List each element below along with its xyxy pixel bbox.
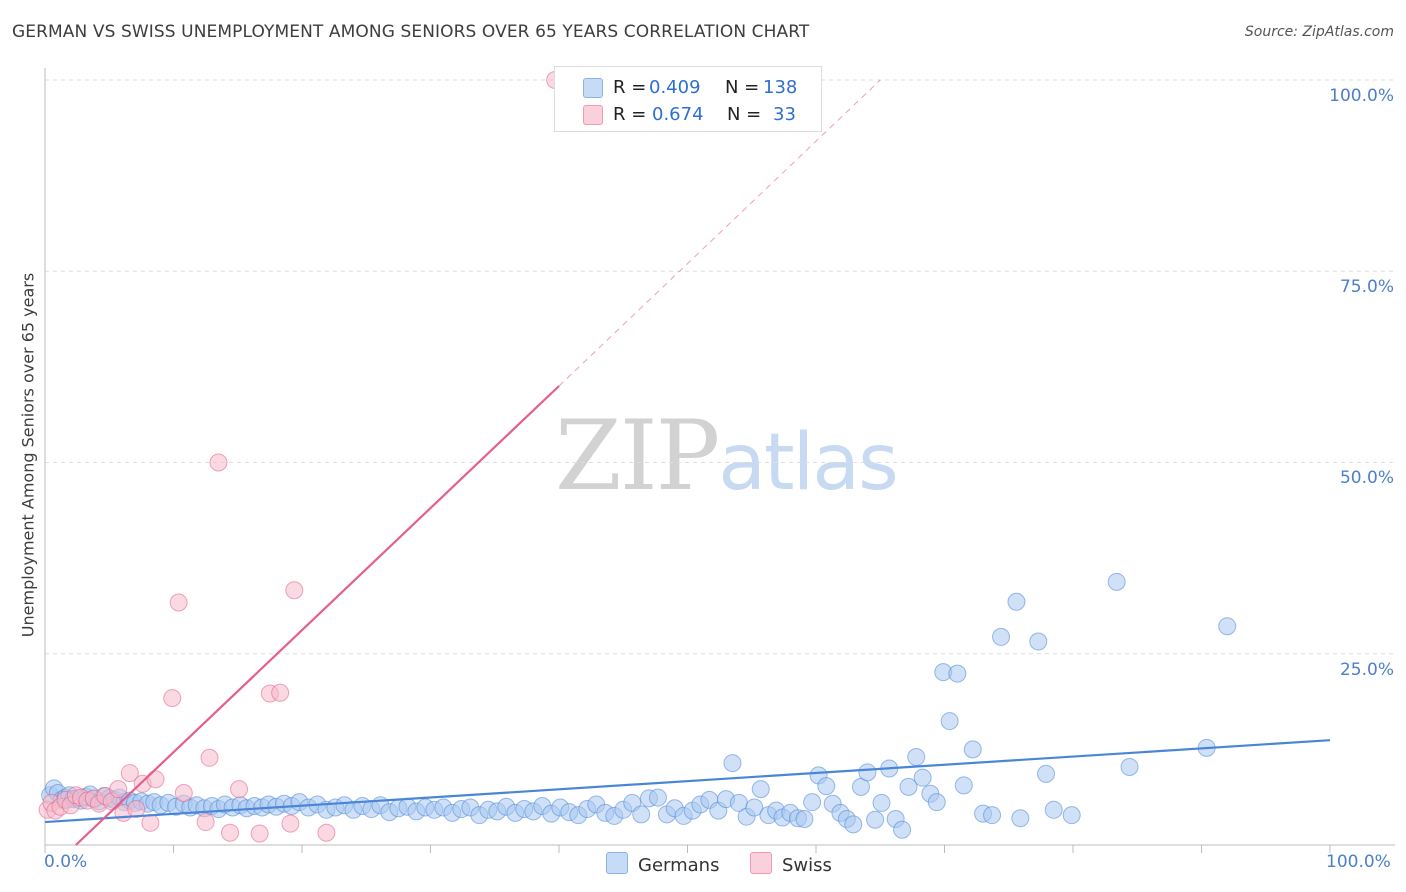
swiss-point-15 bbox=[120, 764, 139, 783]
germans-point-125 bbox=[963, 740, 982, 759]
germans-point-95 bbox=[751, 780, 770, 799]
germans-point-132 bbox=[1037, 764, 1056, 783]
source-label: Source: ZipAtlas.com bbox=[1244, 24, 1394, 40]
swiss-point-24 bbox=[200, 748, 219, 767]
swiss-point-26 bbox=[221, 823, 240, 842]
swiss-point-19 bbox=[146, 770, 165, 789]
germans-point-94 bbox=[745, 798, 764, 817]
germans-point-116 bbox=[899, 777, 918, 796]
germans-point-135 bbox=[1107, 572, 1126, 591]
swiss-point-33 bbox=[317, 823, 336, 842]
germans-point-110 bbox=[858, 763, 877, 782]
legend-label-germans: Germans bbox=[638, 855, 720, 876]
y-tick-label-25: 25.0% bbox=[1339, 660, 1394, 680]
stats-box: R = 0.409 N = 138 R = 0.674 N = 33 bbox=[554, 66, 822, 132]
germans-point-124 bbox=[954, 776, 973, 795]
germans-point-123 bbox=[948, 664, 967, 683]
n-label: N = bbox=[727, 104, 762, 125]
stats-row-germans: R = 0.409 N = 138 bbox=[555, 75, 821, 103]
germans-point-112 bbox=[872, 793, 891, 812]
legend-item-germans[interactable]: Germans bbox=[606, 852, 719, 876]
y-tick-label-50: 50.0% bbox=[1339, 468, 1394, 488]
swiss-point-18 bbox=[141, 813, 160, 832]
germans-swatch bbox=[583, 78, 603, 98]
r-label: R = bbox=[613, 104, 647, 125]
x-tick-label-100: 100.0% bbox=[1326, 852, 1391, 872]
germans-point-133 bbox=[1044, 800, 1063, 819]
swiss-swatch bbox=[583, 105, 603, 125]
germans-point-134 bbox=[1062, 806, 1081, 825]
stats-row-swiss: R = 0.674 N = 33 bbox=[555, 102, 821, 130]
y-tick-label-75: 75.0% bbox=[1339, 277, 1394, 297]
germans-point-82 bbox=[648, 788, 667, 807]
y-axis-label: Unemployment Among Seniors over 65 years bbox=[18, 272, 38, 638]
swiss-point-22 bbox=[174, 783, 193, 802]
germans-point-127 bbox=[983, 806, 1002, 825]
swiss-point-20 bbox=[163, 689, 182, 708]
germans-point-131 bbox=[1029, 632, 1048, 651]
swiss-trend-extension bbox=[558, 79, 881, 387]
swiss-trend-line bbox=[75, 385, 560, 846]
swiss-point-27 bbox=[230, 780, 249, 799]
germans-point-102 bbox=[803, 793, 822, 812]
x-tick-label-0: 0.0% bbox=[44, 852, 88, 872]
n-value: 138 bbox=[763, 77, 798, 98]
swiss-point-30 bbox=[271, 683, 290, 702]
legend-swatch-germans bbox=[606, 852, 628, 874]
swiss-point-31 bbox=[281, 814, 300, 833]
legend-item-swiss[interactable]: Swiss bbox=[750, 852, 832, 876]
germans-point-115 bbox=[893, 820, 912, 839]
germans-point-128 bbox=[992, 627, 1011, 646]
swiss-point-23 bbox=[196, 813, 215, 832]
n-label: N = bbox=[725, 77, 760, 98]
germans-point-138 bbox=[1218, 617, 1237, 636]
germans-point-120 bbox=[927, 793, 946, 812]
germans-point-91 bbox=[723, 754, 742, 773]
germans-point-118 bbox=[913, 768, 932, 787]
legend-label-swiss: Swiss bbox=[782, 855, 832, 876]
swiss-point-32 bbox=[285, 581, 304, 600]
r-label: R = bbox=[613, 77, 647, 98]
y-tick-label-100: 100.0% bbox=[1329, 86, 1394, 106]
swiss-point-13 bbox=[109, 780, 128, 799]
legend-swatch-swiss bbox=[750, 852, 772, 874]
germans-point-80 bbox=[632, 805, 651, 824]
chart-title: GERMAN VS SWISS UNEMPLOYMENT AMONG SENIO… bbox=[12, 22, 810, 42]
germans-point-136 bbox=[1120, 757, 1139, 776]
germans-trend-line bbox=[44, 739, 1331, 824]
germans-point-104 bbox=[817, 777, 836, 796]
germans-point-129 bbox=[1007, 592, 1026, 611]
watermark: ZIPatlas bbox=[555, 400, 899, 512]
swiss-point-21 bbox=[169, 593, 188, 612]
germans-point-111 bbox=[866, 810, 885, 829]
germans-point-122 bbox=[940, 712, 959, 731]
germans-point-117 bbox=[907, 748, 926, 767]
germans-point-108 bbox=[844, 815, 863, 834]
germans-point-130 bbox=[1011, 809, 1030, 828]
watermark-zip: ZIP bbox=[555, 400, 720, 512]
r-value: 0.409 bbox=[649, 77, 701, 98]
germans-point-101 bbox=[795, 809, 814, 828]
swiss-point-25 bbox=[209, 453, 228, 472]
swiss-point-28 bbox=[250, 824, 269, 843]
n-value: 33 bbox=[773, 104, 796, 125]
swiss-point-16 bbox=[127, 800, 146, 819]
r-value: 0.674 bbox=[652, 104, 704, 125]
